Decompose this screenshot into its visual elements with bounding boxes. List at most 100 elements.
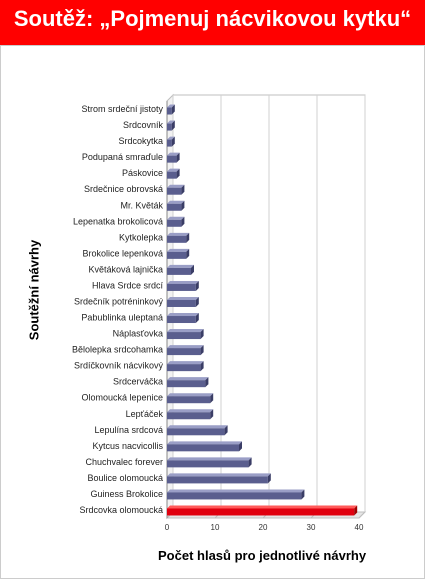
bar-top-face bbox=[167, 280, 199, 284]
gridline-floor bbox=[358, 511, 366, 519]
bar-top-face bbox=[167, 184, 185, 188]
bar-end-face bbox=[176, 168, 180, 179]
bar bbox=[167, 348, 201, 356]
y-axis-label: Soutěžní návrhy bbox=[26, 239, 42, 341]
x-axis-label: Počet hlasů pro jednotlivé návrhy bbox=[158, 548, 367, 563]
page-title: Soutěž: „Pojmenuj nácvikovou kytku“ bbox=[13, 6, 412, 31]
bar-top-face bbox=[167, 393, 214, 397]
bar bbox=[167, 155, 177, 163]
bar-top-face bbox=[167, 104, 175, 108]
category-label: Lepulína srdcová bbox=[94, 425, 163, 435]
bar-top-face bbox=[167, 168, 180, 172]
bar-end-face bbox=[195, 296, 199, 307]
category-label: Lepťáček bbox=[126, 409, 164, 419]
bar-end-face bbox=[200, 361, 204, 372]
category-label: Srdcovka olomoucká bbox=[79, 505, 163, 515]
x-tick-label: 30 bbox=[307, 523, 316, 532]
bar-top-face bbox=[167, 409, 214, 413]
bar-end-face bbox=[248, 457, 252, 468]
bar-top-face bbox=[167, 361, 204, 365]
bar-chart: 0 10 20 30 40 Strom srdeční jistoty Srdcovník S… bbox=[72, 93, 367, 532]
bar bbox=[167, 332, 201, 340]
bar-top-face bbox=[167, 425, 228, 429]
category-label: Hlava Srdce srdcí bbox=[92, 280, 164, 290]
bar-top-face bbox=[167, 136, 175, 140]
bar-top-face bbox=[167, 377, 209, 381]
bar-top-face bbox=[167, 264, 194, 268]
bar-end-face bbox=[181, 216, 185, 227]
bar bbox=[167, 235, 187, 243]
bar bbox=[167, 428, 225, 436]
category-label: Srdíčkovník nácvikový bbox=[74, 361, 164, 371]
bar-end-face bbox=[176, 152, 180, 163]
bar-end-face bbox=[224, 425, 228, 436]
bar-end-face bbox=[171, 136, 175, 147]
category-label: Srdcokytka bbox=[118, 136, 163, 146]
bar-end-face bbox=[171, 120, 175, 131]
bar bbox=[167, 283, 196, 291]
bar-end-face bbox=[210, 393, 214, 404]
bar-top-face bbox=[167, 489, 305, 493]
bar-top-face bbox=[167, 473, 271, 477]
category-label: Srdečník potréninkový bbox=[74, 296, 164, 306]
bar bbox=[167, 316, 196, 324]
bar-top-face bbox=[167, 120, 175, 124]
bar-end-face bbox=[200, 345, 204, 356]
bar-end-face bbox=[186, 248, 190, 259]
x-tick-label: 10 bbox=[211, 523, 220, 532]
bar bbox=[167, 267, 191, 275]
category-label: Náplasťovka bbox=[113, 329, 163, 339]
bar bbox=[167, 460, 249, 468]
bar-end-face bbox=[301, 489, 305, 500]
bar-top-face bbox=[167, 313, 199, 317]
bar-top-face bbox=[167, 329, 204, 333]
bar-end-face bbox=[239, 441, 242, 452]
category-label: Guiness Brokolice bbox=[90, 489, 163, 499]
bar-end-face bbox=[171, 104, 175, 115]
bar-top-face bbox=[167, 441, 242, 445]
bar bbox=[167, 123, 172, 131]
bar bbox=[167, 508, 355, 516]
bar bbox=[167, 203, 182, 211]
bar bbox=[167, 107, 172, 115]
bar-top-face bbox=[167, 345, 204, 349]
bar-top-face bbox=[167, 505, 358, 509]
category-label: Bělolepka srdcohamka bbox=[72, 345, 163, 355]
category-label: Podupaná smraďule bbox=[82, 152, 163, 162]
bar-top-face bbox=[167, 232, 190, 236]
bar-top-face bbox=[167, 152, 180, 156]
x-tick-label: 20 bbox=[259, 523, 268, 532]
category-label: Kytkolepka bbox=[119, 232, 163, 242]
bar-top-face bbox=[167, 296, 199, 300]
bar-end-face bbox=[205, 377, 209, 388]
category-label: Olomoucká lepenice bbox=[81, 393, 163, 403]
category-label: Boulice olomoucká bbox=[87, 473, 163, 483]
bar-end-face bbox=[354, 505, 358, 516]
category-label: Lepenatka brokolicová bbox=[73, 216, 163, 226]
bar bbox=[167, 364, 201, 372]
bar bbox=[167, 187, 182, 195]
bar bbox=[167, 251, 187, 259]
bar bbox=[167, 492, 302, 500]
bar-end-face bbox=[210, 409, 214, 420]
x-tick-label: 0 bbox=[165, 523, 170, 532]
bar-end-face bbox=[191, 264, 194, 275]
bar bbox=[167, 412, 211, 420]
category-label: Brokolice lepenková bbox=[82, 248, 163, 258]
bar-end-face bbox=[186, 232, 190, 243]
x-tick-label: 40 bbox=[355, 523, 364, 532]
category-label: Kytcus nacvicollis bbox=[92, 441, 163, 451]
bar bbox=[167, 171, 177, 179]
bar bbox=[167, 444, 239, 452]
bar-end-face bbox=[181, 184, 185, 195]
category-label: Chuchvalec forever bbox=[85, 457, 163, 467]
category-label: Mr. Květák bbox=[120, 200, 163, 210]
bar bbox=[167, 139, 172, 147]
category-label: Pabublinka uleptaná bbox=[81, 313, 163, 323]
title-bar: Soutěž: „Pojmenuj nácvikovou kytku“ bbox=[0, 0, 425, 45]
category-label: Strom srdeční jistoty bbox=[81, 104, 163, 114]
bar bbox=[167, 299, 196, 307]
bar-top-face bbox=[167, 457, 252, 461]
bar-top-face bbox=[167, 200, 185, 204]
bar bbox=[167, 219, 182, 227]
